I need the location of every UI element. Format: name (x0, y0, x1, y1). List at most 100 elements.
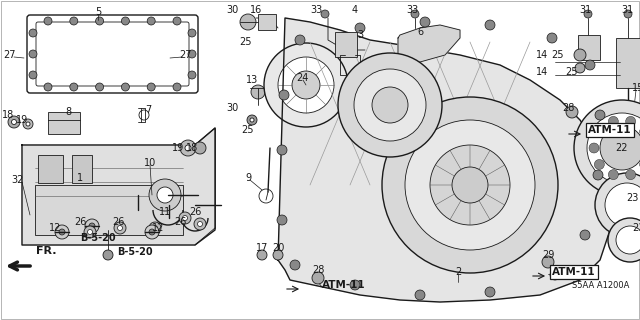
Text: 9: 9 (245, 173, 251, 183)
Text: 27: 27 (179, 50, 191, 60)
Text: S5AA A1200A: S5AA A1200A (572, 282, 629, 291)
Circle shape (608, 218, 640, 262)
Circle shape (595, 126, 604, 137)
Circle shape (149, 222, 161, 234)
Circle shape (198, 221, 202, 227)
Text: 6: 6 (417, 27, 423, 37)
Text: 28: 28 (312, 265, 324, 275)
Polygon shape (22, 128, 215, 245)
Text: 17: 17 (256, 243, 268, 253)
Circle shape (574, 100, 640, 196)
Circle shape (84, 226, 96, 238)
Circle shape (372, 87, 408, 123)
Text: 28: 28 (562, 103, 574, 113)
Circle shape (149, 179, 181, 211)
Circle shape (149, 229, 155, 235)
Circle shape (547, 33, 557, 43)
Circle shape (595, 110, 605, 120)
Circle shape (355, 23, 365, 33)
Text: ATM-11: ATM-11 (552, 267, 596, 277)
Text: 25: 25 (552, 50, 564, 60)
Circle shape (616, 226, 640, 254)
Circle shape (240, 14, 256, 30)
Text: 26: 26 (112, 217, 124, 227)
Text: 27: 27 (4, 50, 16, 60)
Text: 33: 33 (310, 5, 322, 15)
Circle shape (114, 222, 126, 234)
Bar (258, 14, 276, 30)
Text: 30: 30 (226, 103, 238, 113)
Circle shape (593, 170, 603, 180)
Circle shape (485, 287, 495, 297)
Circle shape (70, 17, 78, 25)
Circle shape (182, 215, 188, 220)
Circle shape (566, 106, 578, 118)
Circle shape (382, 97, 558, 273)
Text: 25: 25 (239, 37, 252, 47)
Circle shape (145, 225, 159, 239)
Circle shape (12, 119, 17, 124)
Circle shape (264, 43, 348, 127)
Circle shape (29, 71, 37, 79)
Circle shape (295, 35, 305, 45)
Text: B-5-20: B-5-20 (117, 247, 153, 257)
Text: 32: 32 (12, 175, 24, 185)
Circle shape (589, 143, 599, 153)
Text: 33: 33 (406, 5, 418, 15)
Circle shape (173, 17, 181, 25)
Text: 14: 14 (536, 67, 548, 77)
Text: 21: 21 (632, 223, 640, 233)
Circle shape (411, 10, 419, 18)
Circle shape (609, 170, 618, 180)
Text: 12: 12 (152, 223, 164, 233)
Text: 26: 26 (174, 217, 186, 227)
Circle shape (152, 226, 157, 230)
Circle shape (188, 50, 196, 58)
Text: 25: 25 (566, 67, 579, 77)
Circle shape (250, 118, 254, 122)
Circle shape (609, 116, 618, 126)
Text: 31: 31 (579, 5, 591, 15)
Circle shape (85, 219, 99, 233)
Text: 18: 18 (2, 110, 14, 120)
Circle shape (147, 83, 155, 91)
Circle shape (290, 260, 300, 270)
Text: 19: 19 (16, 115, 28, 125)
Circle shape (575, 63, 585, 73)
Circle shape (8, 116, 20, 128)
Circle shape (173, 83, 181, 91)
Circle shape (26, 122, 30, 126)
Circle shape (95, 17, 104, 25)
Circle shape (59, 229, 65, 235)
Circle shape (188, 29, 196, 37)
Circle shape (29, 29, 37, 37)
Circle shape (277, 215, 287, 225)
Circle shape (179, 212, 191, 224)
Circle shape (194, 218, 206, 230)
Circle shape (584, 10, 592, 18)
Text: FR.: FR. (36, 246, 56, 256)
Circle shape (626, 170, 636, 180)
Text: 24: 24 (296, 73, 308, 83)
Circle shape (452, 167, 488, 203)
Text: 10: 10 (144, 158, 156, 168)
Circle shape (585, 60, 595, 70)
Circle shape (44, 17, 52, 25)
Circle shape (188, 71, 196, 79)
Circle shape (157, 187, 173, 203)
Circle shape (600, 126, 640, 170)
Text: 11: 11 (159, 207, 171, 217)
Circle shape (321, 10, 329, 18)
Text: 22: 22 (616, 143, 628, 153)
Circle shape (415, 290, 425, 300)
Circle shape (279, 90, 289, 100)
Circle shape (595, 159, 604, 170)
Text: ATM-11: ATM-11 (322, 280, 365, 290)
Circle shape (350, 280, 360, 290)
Text: 25: 25 (242, 125, 254, 135)
Circle shape (587, 113, 640, 183)
Text: 4: 4 (352, 5, 358, 15)
Circle shape (44, 83, 52, 91)
Circle shape (420, 17, 430, 27)
Circle shape (338, 53, 442, 157)
